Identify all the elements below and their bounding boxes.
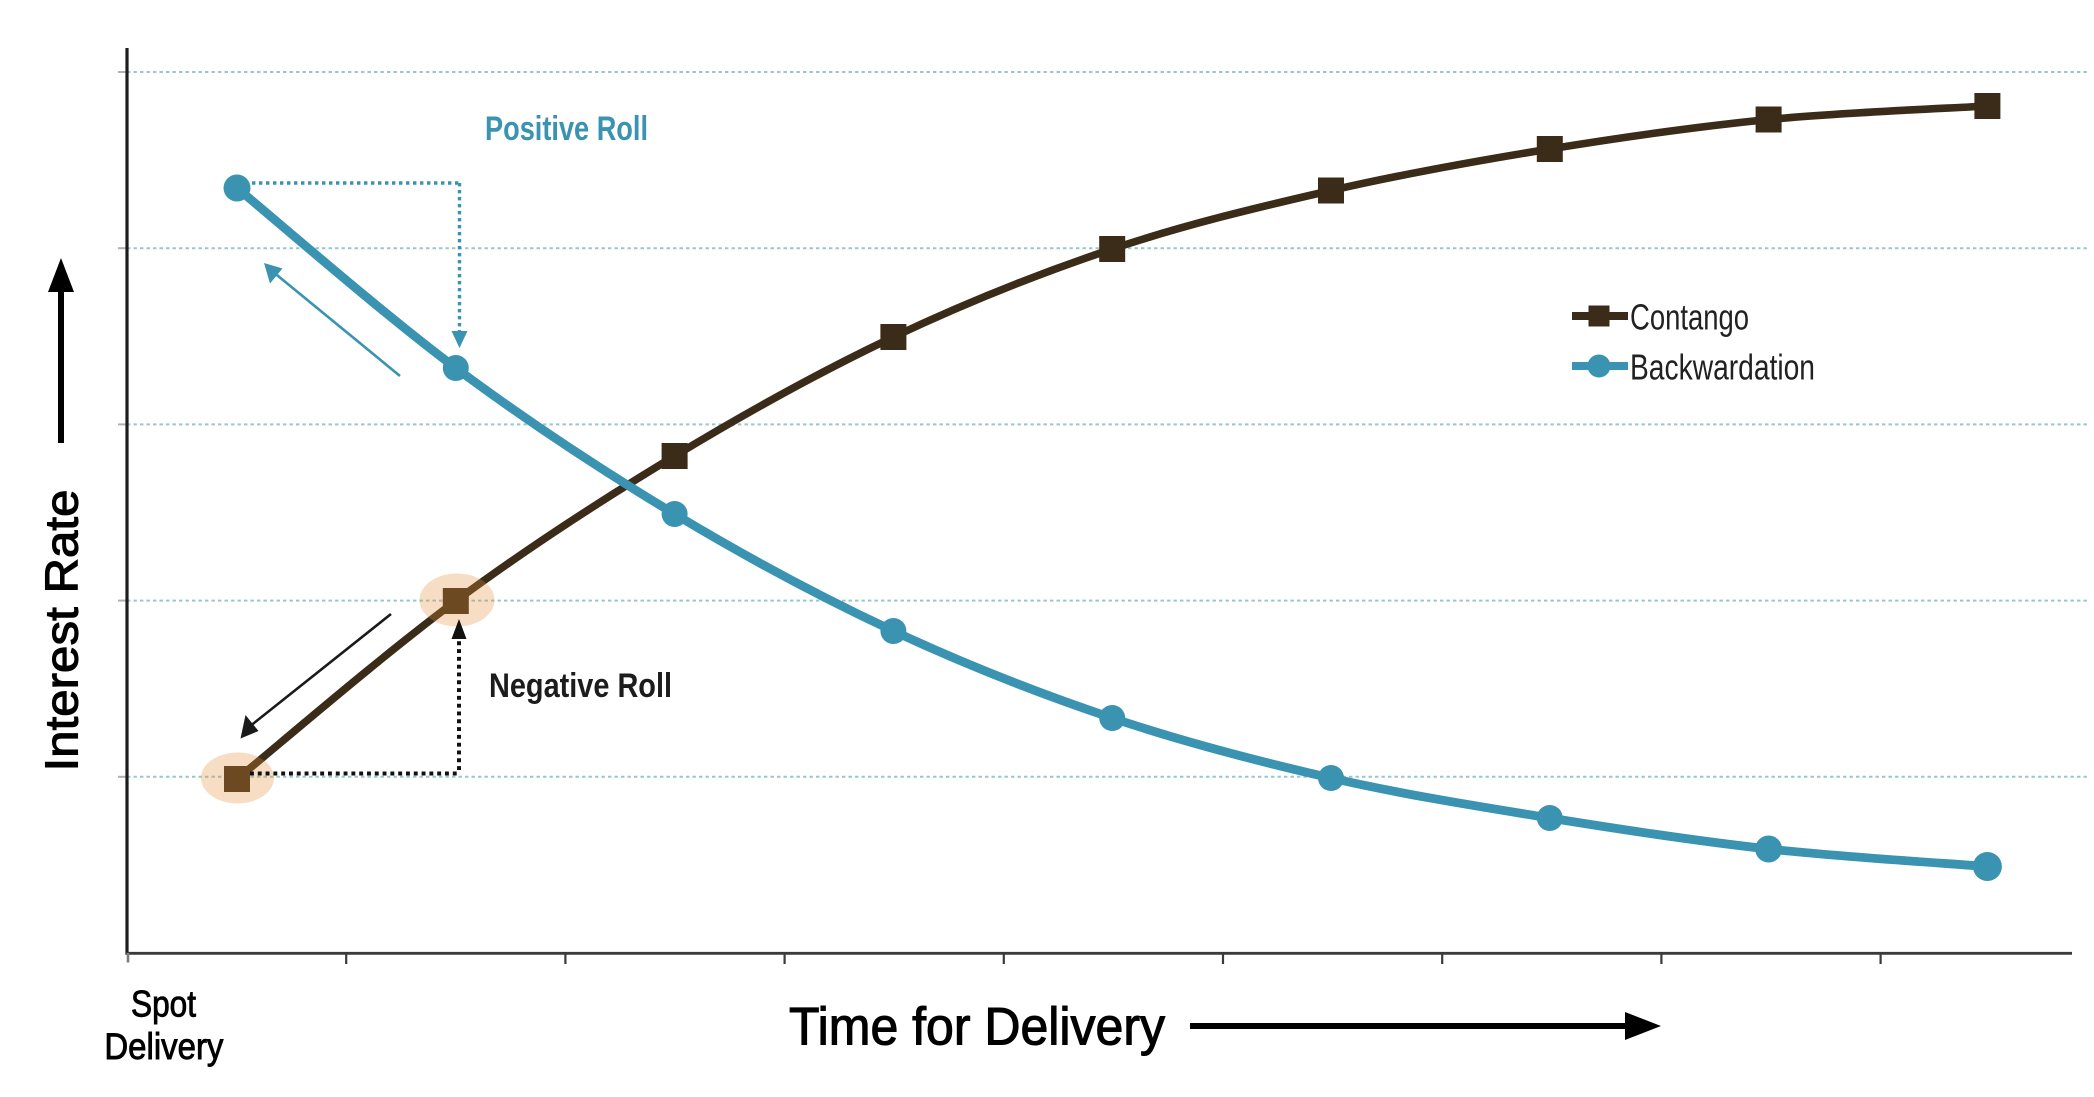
svg-text:Interest Rate: Interest Rate: [36, 490, 88, 772]
svg-text:Time for Delivery: Time for Delivery: [789, 998, 1165, 1057]
svg-text:Negative Roll: Negative Roll: [489, 667, 672, 705]
svg-text:Contango: Contango: [1630, 297, 1749, 338]
svg-text:Backwardation: Backwardation: [1630, 347, 1815, 388]
svg-text:Positive Roll: Positive Roll: [485, 110, 648, 148]
svg-text:Spot: Spot: [131, 984, 197, 1025]
svg-text:Delivery: Delivery: [104, 1026, 223, 1067]
